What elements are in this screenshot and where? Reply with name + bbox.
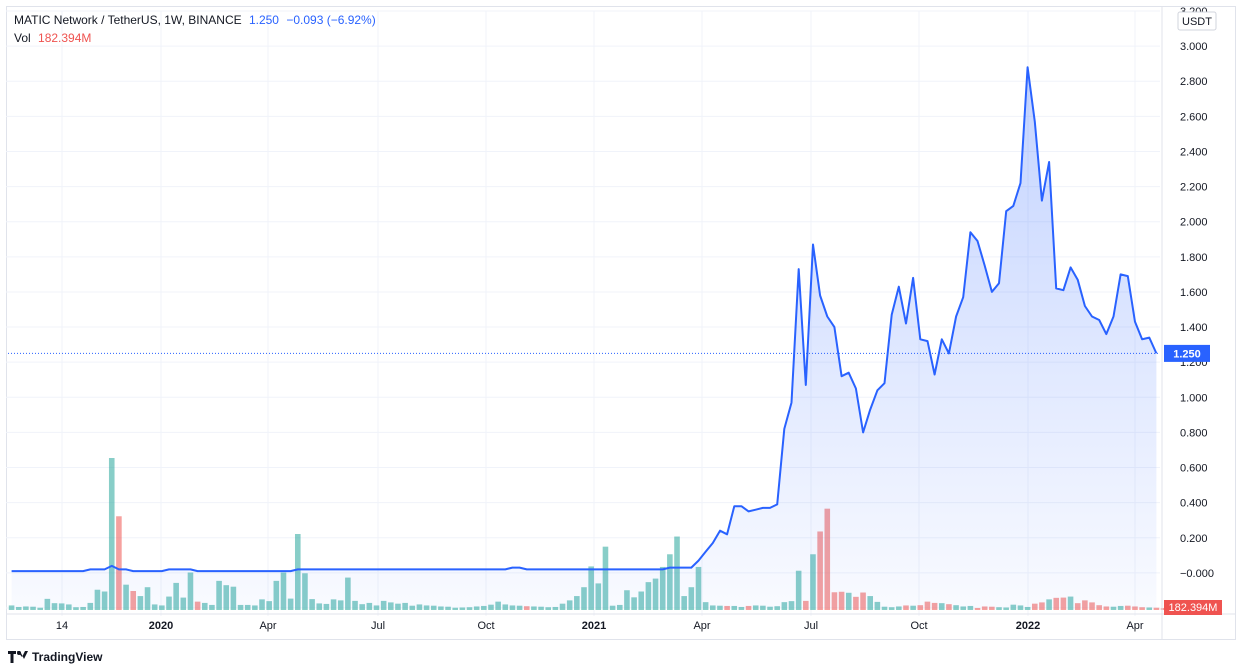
volume-bar [989,606,995,610]
footer: TradingView [8,650,102,664]
y-tick-label: 2.800 [1180,76,1208,88]
volume-bar [473,606,480,610]
volume-bar [1153,607,1160,610]
volume-bar [1160,607,1167,610]
volume-bar [108,458,115,610]
x-tick-label: Jul [804,620,818,632]
volume-bar [80,606,86,610]
volume-bar [738,606,745,610]
y-tick-label: 2.400 [1180,146,1208,158]
axis-badges: USDT 1.250 182.394M [1164,11,1222,615]
currency-badge-box[interactable] [1177,11,1217,31]
volume-bar [459,607,466,610]
last-price-value: 1.250 [248,13,279,27]
volume-bar [73,607,79,610]
volume-bar [552,606,559,610]
volume-value: 182.394M [38,31,92,45]
symbol-title[interactable]: MATIC Network / TetherUS, 1W, BINANCE [14,13,242,27]
volume-bar [767,606,773,610]
price-change-value: −0.093 (−6.92%) [286,13,376,27]
volume-bar [8,605,15,610]
y-tick-label: 0.600 [1180,463,1208,475]
volume-bar [1103,606,1110,610]
tradingview-logo-icon [8,651,28,663]
volume-bar [438,606,444,610]
x-tick-label: 2021 [582,620,606,632]
y-tick-label: 0.200 [1180,533,1208,545]
volume-label: Vol [14,31,31,45]
volume-badge-box [1164,600,1222,615]
x-tick-label: 2022 [1016,620,1040,632]
volume-bar [1110,606,1117,610]
currency-badge: USDT [1182,16,1212,28]
volume-bar [23,606,29,610]
volume-bar [37,607,43,610]
volume-bar [881,606,888,610]
x-tick-label: Apr [259,620,276,632]
y-tick-label: 1.600 [1180,287,1208,299]
price-badge: 1.250 [1173,348,1201,360]
y-tick-label: 2.600 [1180,111,1208,123]
volume-bar [30,606,36,610]
volume-bar [466,607,473,610]
volume-bar [445,606,451,610]
y-tick-label: −0.000 [1180,568,1214,580]
price-area [11,67,1157,608]
y-tick-label: 1.800 [1180,252,1208,264]
volume-bar [452,607,458,610]
volume-bar [1024,606,1031,610]
price-badge-box [1164,344,1210,362]
y-tick-label: 1.400 [1180,322,1208,334]
series-legend[interactable]: MATIC Network / TetherUS, 1W, BINANCE 1.… [14,13,380,27]
y-tick-label: 0.800 [1180,427,1208,439]
time-axis[interactable]: 14 2020 Apr Jul Oct 2021 Apr Jul Oct 2022 Apr [6,613,1236,632]
volume-bar [545,607,552,610]
volume-bar [1132,606,1138,610]
price-axis[interactable]: 3.2003.0002.8002.6002.4002.2002.0001.800… [1161,6,1214,640]
volume-bar [116,516,122,610]
volume-bar [538,606,544,610]
volume-bar [1139,607,1145,610]
x-tick-label: 14 [56,620,68,632]
y-tick-label: 2.000 [1180,217,1208,229]
chart-frame [6,6,1236,640]
x-tick-label: 2020 [149,620,173,632]
x-tick-label: Jul [371,620,385,632]
volume-bar [774,606,780,610]
volume-bar [523,606,530,610]
y-tick-label: 2.200 [1180,182,1208,194]
price-line [11,66,1158,573]
volume-bar [996,607,1002,610]
x-tick-label: Oct [910,620,927,632]
volume-bar [960,606,967,610]
volume-bar [974,607,981,610]
x-tick-label: Oct [477,620,494,632]
y-tick-label: 3.000 [1180,41,1208,53]
volume-legend[interactable]: Vol 182.394M [14,31,95,45]
x-tick-label: Apr [1126,620,1143,632]
volume-bar [15,606,22,610]
footer-brand[interactable]: TradingView [32,650,103,664]
volume-bar [531,606,537,610]
volume-bar [888,607,895,610]
volume-bar [1003,607,1009,610]
x-tick-label: Apr [693,620,710,632]
volume-bar [896,606,902,610]
volume-bar [981,606,988,610]
y-tick-label: 0.400 [1180,498,1208,510]
y-tick-label: 1.000 [1180,392,1208,404]
volume-badge: 182.394M [1169,602,1218,614]
volume-bar [1146,607,1153,610]
